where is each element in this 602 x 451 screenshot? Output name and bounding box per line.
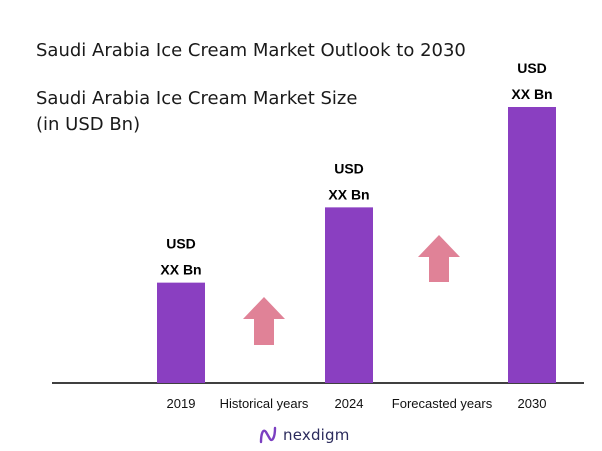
growth-arrow-historical bbox=[243, 297, 285, 345]
tick-label-2019: 2019 bbox=[167, 396, 196, 411]
data-label-2024-line-2: XX Bn bbox=[328, 186, 369, 202]
bar-2030 bbox=[508, 107, 556, 383]
tick-label-2030: 2030 bbox=[518, 396, 547, 411]
data-label-2030-line-2: XX Bn bbox=[511, 86, 552, 102]
growth-arrow-forecast bbox=[418, 235, 460, 282]
nexdigm-logo-icon bbox=[259, 426, 277, 444]
data-label-2024-line-1: USD bbox=[334, 160, 364, 176]
chart-subtitle-line-2: (in USD Bn) bbox=[36, 114, 141, 135]
chart-subtitle-line-1: Saudi Arabia Ice Cream Market Size bbox=[36, 88, 358, 109]
tick-label-2024: 2024 bbox=[335, 396, 364, 411]
bar-2019 bbox=[157, 282, 205, 383]
bar-2024 bbox=[325, 207, 373, 383]
data-label-2019-line-2: XX Bn bbox=[160, 262, 201, 278]
brand-name: nexdigm bbox=[283, 426, 350, 444]
data-label-2019-line-1: USD bbox=[166, 236, 196, 252]
chart-title: Saudi Arabia Ice Cream Market Outlook to… bbox=[36, 40, 466, 61]
period-label-1: Historical years bbox=[220, 396, 309, 411]
data-label-2030-line-1: USD bbox=[517, 60, 547, 76]
period-label-2: Forecasted years bbox=[392, 396, 493, 411]
brand-logo: nexdigm bbox=[258, 426, 350, 444]
